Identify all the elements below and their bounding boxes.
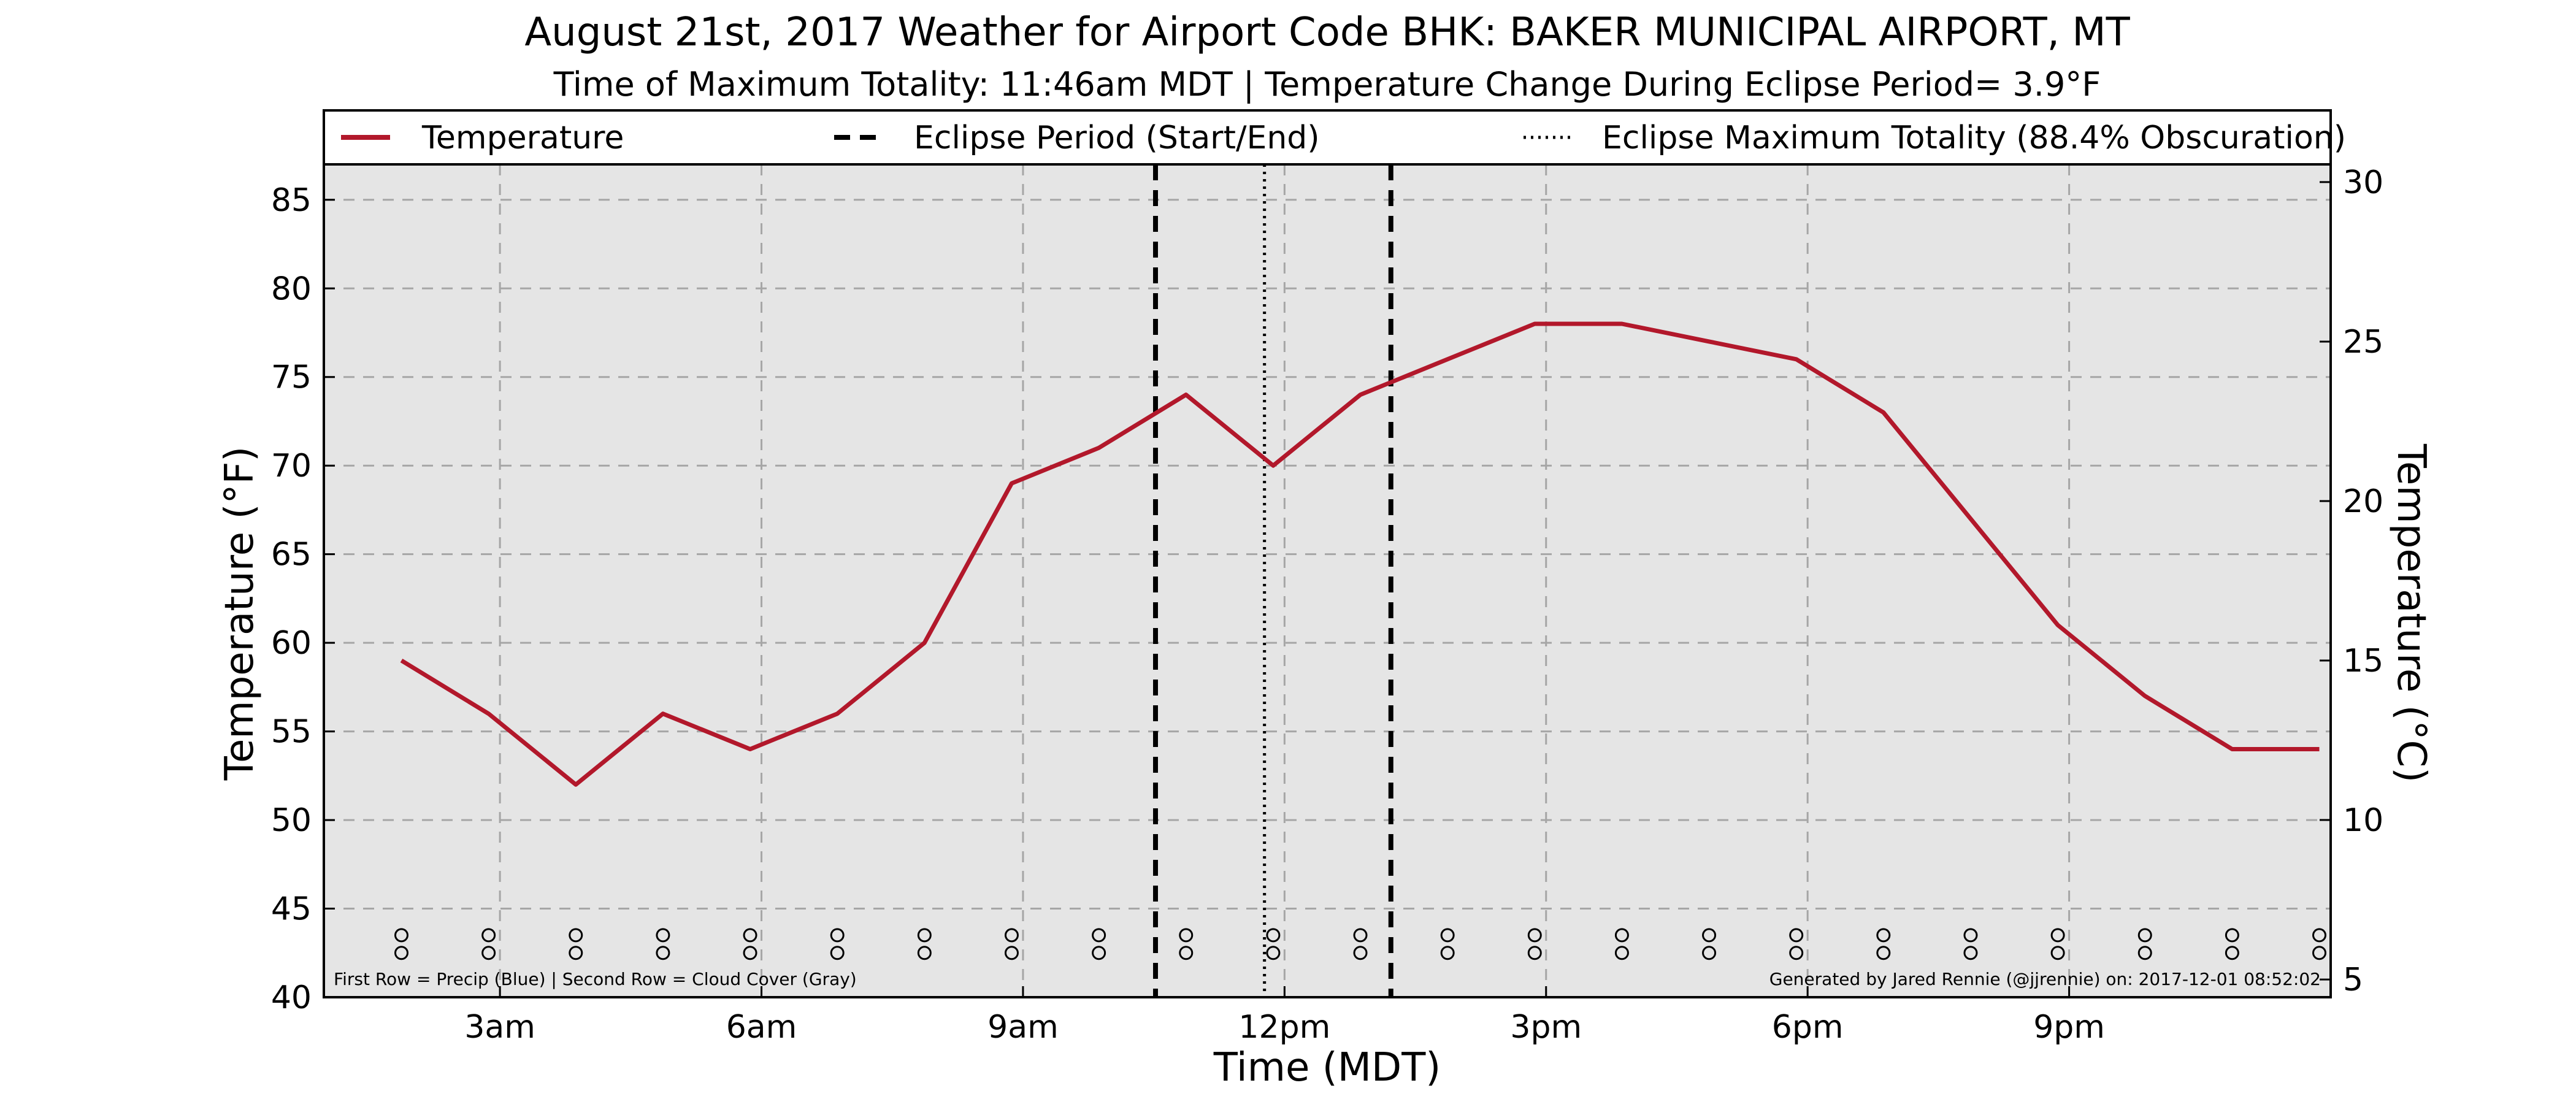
- y-tick-label-right: 15: [2343, 643, 2383, 680]
- x-tick-label: 3am: [464, 1009, 535, 1046]
- y-tick-label-left: 65: [271, 537, 312, 573]
- y-tick-label-left: 50: [271, 802, 312, 839]
- plot-area: First Row = Precip (Blue) | Second Row =…: [271, 110, 2383, 1046]
- footnote-left: First Row = Precip (Blue) | Second Row =…: [334, 969, 857, 989]
- y-tick-label-left: 45: [271, 891, 312, 928]
- x-tick-label: 9pm: [2033, 1009, 2105, 1046]
- y-axis-label-right: Temperature (°C): [2388, 443, 2434, 783]
- x-tick-label: 6am: [726, 1009, 797, 1046]
- y-tick-label-right: 30: [2343, 164, 2383, 201]
- footnote-right: Generated by Jared Rennie (@jjrennie) on…: [1769, 969, 2321, 989]
- chart-subtitle: Time of Maximum Totality: 11:46am MDT | …: [553, 65, 2101, 104]
- y-tick-label-right: 20: [2343, 483, 2383, 520]
- y-tick-label-right: 25: [2343, 324, 2383, 361]
- y-axis-label: Temperature (°F): [217, 446, 263, 781]
- x-axis-label: Time (MDT): [1213, 1045, 1441, 1090]
- y-tick-label-left: 75: [271, 359, 312, 396]
- y-tick-label-right: 10: [2343, 802, 2383, 839]
- x-tick-label: 6pm: [1772, 1009, 1844, 1046]
- y-tick-label-left: 40: [271, 979, 312, 1016]
- chart-title: August 21st, 2017 Weather for Airport Co…: [524, 10, 2130, 55]
- y-tick-label-left: 70: [271, 448, 312, 485]
- legend-label: Eclipse Period (Start/End): [914, 120, 1320, 156]
- y-tick-label-left: 60: [271, 625, 312, 662]
- y-tick-label-left: 55: [271, 714, 312, 751]
- x-tick-label: 12pm: [1238, 1009, 1330, 1046]
- legend-label: Temperature: [421, 120, 624, 156]
- y-tick-label-right: 5: [2343, 962, 2363, 998]
- y-tick-label-left: 80: [271, 270, 312, 307]
- x-tick-label: 3pm: [1510, 1009, 1582, 1046]
- y-tick-label-left: 85: [271, 182, 312, 219]
- legend-label: Eclipse Maximum Totality (88.4% Obscurat…: [1602, 120, 2346, 156]
- x-tick-label: 9am: [987, 1009, 1059, 1046]
